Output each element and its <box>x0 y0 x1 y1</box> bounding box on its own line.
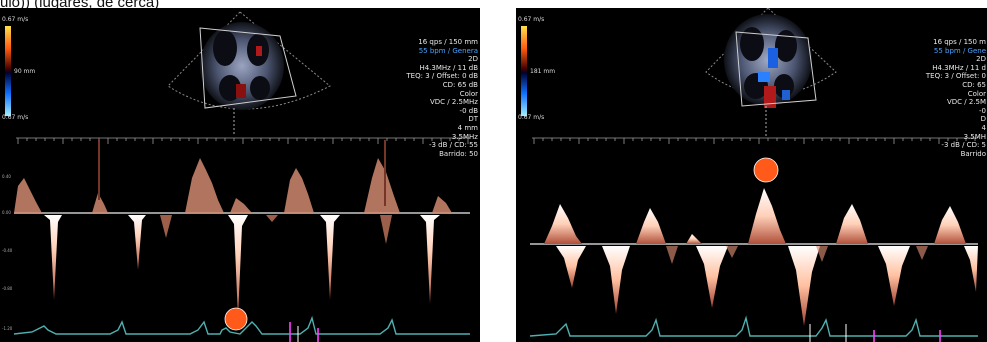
echo-sector-image <box>724 14 817 136</box>
ecg-trace <box>529 315 978 337</box>
ecg-trace <box>13 315 470 335</box>
doppler-panel-right: 0.67 m/s 0.67 m/s 181 mm 16 qps / 150 m … <box>516 8 987 342</box>
color-scale-top-label: 0.67 m/s <box>518 16 545 23</box>
svg-text:-0.40: -0.40 <box>2 248 13 253</box>
doppler-spectrum-right <box>544 188 966 244</box>
color-scale-bottom-label: 0.67 m/s <box>2 114 29 121</box>
depth-label: 181 mm <box>530 68 556 75</box>
svg-text:-0.80: -0.80 <box>2 286 13 291</box>
depth-label: 90 mm <box>14 68 36 75</box>
color-scale-top-label: 0.67 m/s <box>2 16 29 23</box>
svg-text:0.00: 0.00 <box>2 210 11 215</box>
doppler-panel-left: 0.40 0.00 -0.40 -0.80 -1.20 <box>0 8 480 342</box>
figure-caption: ulo)) (lugares, de cerca) <box>0 0 159 8</box>
acquisition-info: 16 qps / 150 mm 55 bpm / Genera 2D H4.3M… <box>406 38 478 158</box>
color-scale-bottom-label: 0.67 m/s <box>518 114 545 121</box>
color-scale-bar <box>5 26 11 116</box>
svg-text:-1.20: -1.20 <box>2 326 13 331</box>
echo-sector-image <box>199 22 297 136</box>
acquisition-info: 16 qps / 150 m 55 bpm / Gene 2D H4.3MHz … <box>925 38 986 158</box>
doppler-image-left: 0.40 0.00 -0.40 -0.80 -1.20 <box>2 11 470 342</box>
highlight-marker <box>753 157 779 183</box>
highlight-marker <box>224 307 248 331</box>
doppler-spectrum-left <box>14 140 452 213</box>
doppler-image-right <box>521 8 978 342</box>
svg-text:0.40: 0.40 <box>2 174 11 179</box>
color-scale-bar <box>521 26 527 116</box>
